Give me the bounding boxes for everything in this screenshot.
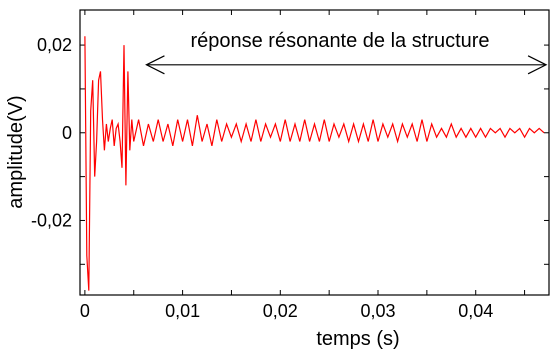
x-tick-label: 0,04: [458, 301, 493, 321]
arrow-head-right: [527, 55, 548, 75]
y-tick-label: 0,02: [37, 35, 72, 55]
y-axis-title: amplitude(V): [5, 95, 27, 208]
y-axis-ticks: -0,02 0 0,02: [31, 35, 549, 265]
x-axis-title: temps (s): [316, 328, 399, 350]
x-tick-label: 0,02: [263, 301, 298, 321]
y-tick-label: -0,02: [31, 210, 72, 230]
x-tick-label: 0,03: [360, 301, 395, 321]
arrow-head-left: [145, 55, 165, 75]
x-tick-label: 0,01: [165, 301, 200, 321]
plot-frame: [79, 9, 550, 296]
signal-line: [84, 36, 545, 291]
annotation-text: réponse résonante de la structure: [190, 30, 489, 52]
x-tick-label: 0: [80, 301, 90, 321]
y-tick-label: 0: [62, 123, 72, 143]
annotation-arrow: [145, 55, 548, 75]
x-axis-ticks: 0 0,01 0,02 0,03 0,04: [80, 10, 526, 321]
